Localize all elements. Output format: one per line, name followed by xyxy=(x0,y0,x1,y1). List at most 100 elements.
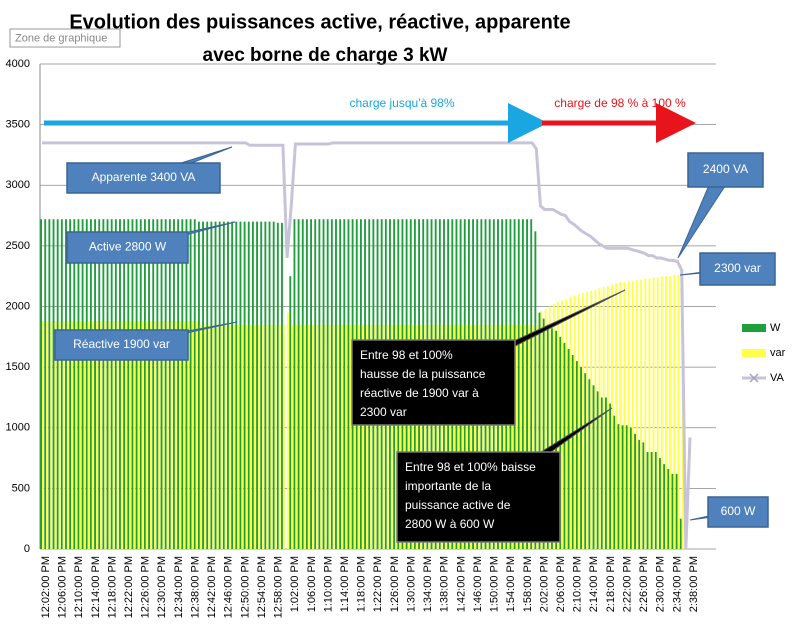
bar xyxy=(46,321,49,549)
bar xyxy=(580,367,582,549)
bar xyxy=(237,324,240,549)
bar xyxy=(507,324,510,549)
callout-box xyxy=(54,329,189,361)
callout-box xyxy=(66,162,221,194)
bar xyxy=(592,385,595,549)
x-tick-label: 12:06:00 PM xyxy=(57,556,69,618)
bar xyxy=(332,324,335,549)
bar xyxy=(245,324,248,549)
x-tick-label: 2:30:00 PM xyxy=(655,556,667,612)
bar xyxy=(515,324,518,549)
y-tick-label: 1500 xyxy=(6,361,30,373)
bar xyxy=(83,321,86,549)
bar xyxy=(627,281,630,549)
bar xyxy=(312,324,314,549)
x-tick-label: 1:58:00 PM xyxy=(522,556,534,612)
bar xyxy=(212,324,215,549)
bar xyxy=(523,324,526,549)
bar xyxy=(357,324,360,549)
bar xyxy=(399,324,402,549)
x-tick-label: 12:50:00 PM xyxy=(239,556,251,618)
bar xyxy=(299,324,302,549)
callout: 2300 var xyxy=(679,252,776,286)
bar xyxy=(555,330,558,549)
bar xyxy=(52,219,55,549)
bar xyxy=(573,295,576,549)
bar xyxy=(293,219,296,549)
x-tick-label: 1:14:00 PM xyxy=(339,556,351,612)
bar xyxy=(640,279,643,549)
y-tick-label: 4000 xyxy=(6,58,30,70)
bar xyxy=(185,219,188,549)
bar xyxy=(227,221,229,549)
bar xyxy=(233,324,235,549)
bar xyxy=(187,321,190,549)
callout-text: réactive de 1900 var à xyxy=(360,386,479,400)
bar xyxy=(133,321,136,549)
bar xyxy=(199,324,202,549)
bar xyxy=(164,219,167,549)
bar xyxy=(411,324,414,549)
bar xyxy=(160,219,163,549)
bar xyxy=(625,425,628,549)
x-tick-label: 1:10:00 PM xyxy=(322,556,334,612)
bar xyxy=(173,219,175,549)
legend-marker xyxy=(749,373,759,383)
bar xyxy=(168,219,171,549)
bar xyxy=(112,321,115,549)
legend-label: var xyxy=(770,347,786,359)
bar xyxy=(75,321,78,549)
bar xyxy=(370,324,373,549)
y-tick-label: 1000 xyxy=(6,422,30,434)
bar xyxy=(648,278,651,549)
bar xyxy=(208,324,211,549)
bar xyxy=(544,308,547,549)
bar xyxy=(557,301,559,549)
bar xyxy=(318,219,321,549)
bar xyxy=(444,324,447,549)
bar xyxy=(235,221,238,549)
bar xyxy=(631,281,634,549)
bar xyxy=(613,415,616,549)
bar xyxy=(494,324,497,549)
bar xyxy=(546,324,549,549)
callout: 2400 VA xyxy=(677,152,764,259)
bar xyxy=(606,285,609,549)
bar xyxy=(478,324,481,549)
bar xyxy=(349,324,352,549)
bar xyxy=(162,321,165,549)
bar xyxy=(567,348,570,549)
bar xyxy=(347,219,350,549)
bar xyxy=(521,219,524,549)
x-tick-label: 2:02:00 PM xyxy=(538,556,550,612)
bar xyxy=(251,221,254,549)
bar xyxy=(561,300,564,549)
bar xyxy=(671,473,674,549)
bar xyxy=(272,221,275,549)
bar xyxy=(81,219,84,549)
bar xyxy=(181,219,184,549)
bar xyxy=(135,219,138,549)
bar xyxy=(274,324,277,549)
bar xyxy=(104,321,107,549)
bar xyxy=(586,291,589,549)
x-tick-label: 1:46:00 PM xyxy=(472,556,484,612)
callout-text: 2800 W à 600 W xyxy=(405,517,495,531)
bar xyxy=(540,311,543,549)
x-tick-label: 12:26:00 PM xyxy=(140,556,152,618)
bar xyxy=(644,278,647,549)
bar xyxy=(50,321,53,549)
bar xyxy=(324,324,327,549)
bar xyxy=(60,219,63,549)
x-tick-label: 1:50:00 PM xyxy=(489,556,501,612)
callout-text: 2300 var xyxy=(360,405,407,419)
bar xyxy=(679,518,682,549)
bar xyxy=(511,324,514,549)
bar xyxy=(253,324,256,549)
bar xyxy=(222,221,225,549)
bar xyxy=(638,439,641,549)
bar xyxy=(465,324,468,549)
bar xyxy=(260,221,263,549)
bar xyxy=(116,321,119,549)
bar xyxy=(148,219,150,549)
